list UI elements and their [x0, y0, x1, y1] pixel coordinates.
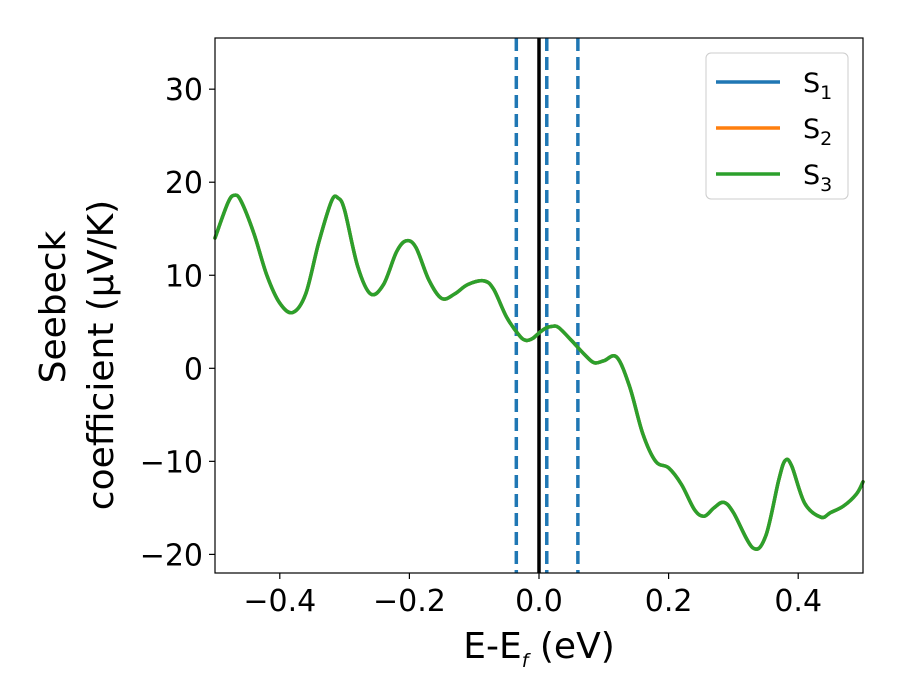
y-tick-label: 10	[165, 259, 203, 294]
y-tick-label: 0	[184, 352, 203, 387]
x-tick-label: 0.4	[774, 584, 822, 619]
y-tick-label: −20	[140, 538, 203, 573]
legend-label-2: S2	[803, 114, 832, 150]
y-axis-label-line1: Seebeck	[33, 230, 74, 383]
x-tick-label: −0.2	[373, 584, 446, 619]
y-tick-label: −10	[140, 445, 203, 480]
series-line-3	[213, 193, 865, 551]
x-ticks: −0.4 −0.2 0.0 0.2 0.4	[243, 573, 822, 619]
legend-box	[705, 52, 849, 200]
x-tick-label: 0.0	[515, 584, 563, 619]
legend-label-1: S1	[803, 68, 832, 104]
y-tick-label: 20	[165, 166, 203, 201]
x-tick-label: 0.2	[645, 584, 693, 619]
x-axis-label: E-Ef (eV)	[463, 626, 615, 672]
y-ticks: −20 −10 0 10 20 30	[140, 73, 215, 573]
legend-label-3: S3	[803, 160, 832, 196]
x-tick-label: −0.4	[243, 584, 316, 619]
legend: S1 S2 S3	[705, 52, 849, 200]
y-axis-label-line2: coefficient (μV/K)	[81, 200, 122, 510]
vertical-lines	[514, 38, 580, 573]
series-lines	[213, 193, 865, 551]
y-tick-label: 30	[165, 73, 203, 108]
